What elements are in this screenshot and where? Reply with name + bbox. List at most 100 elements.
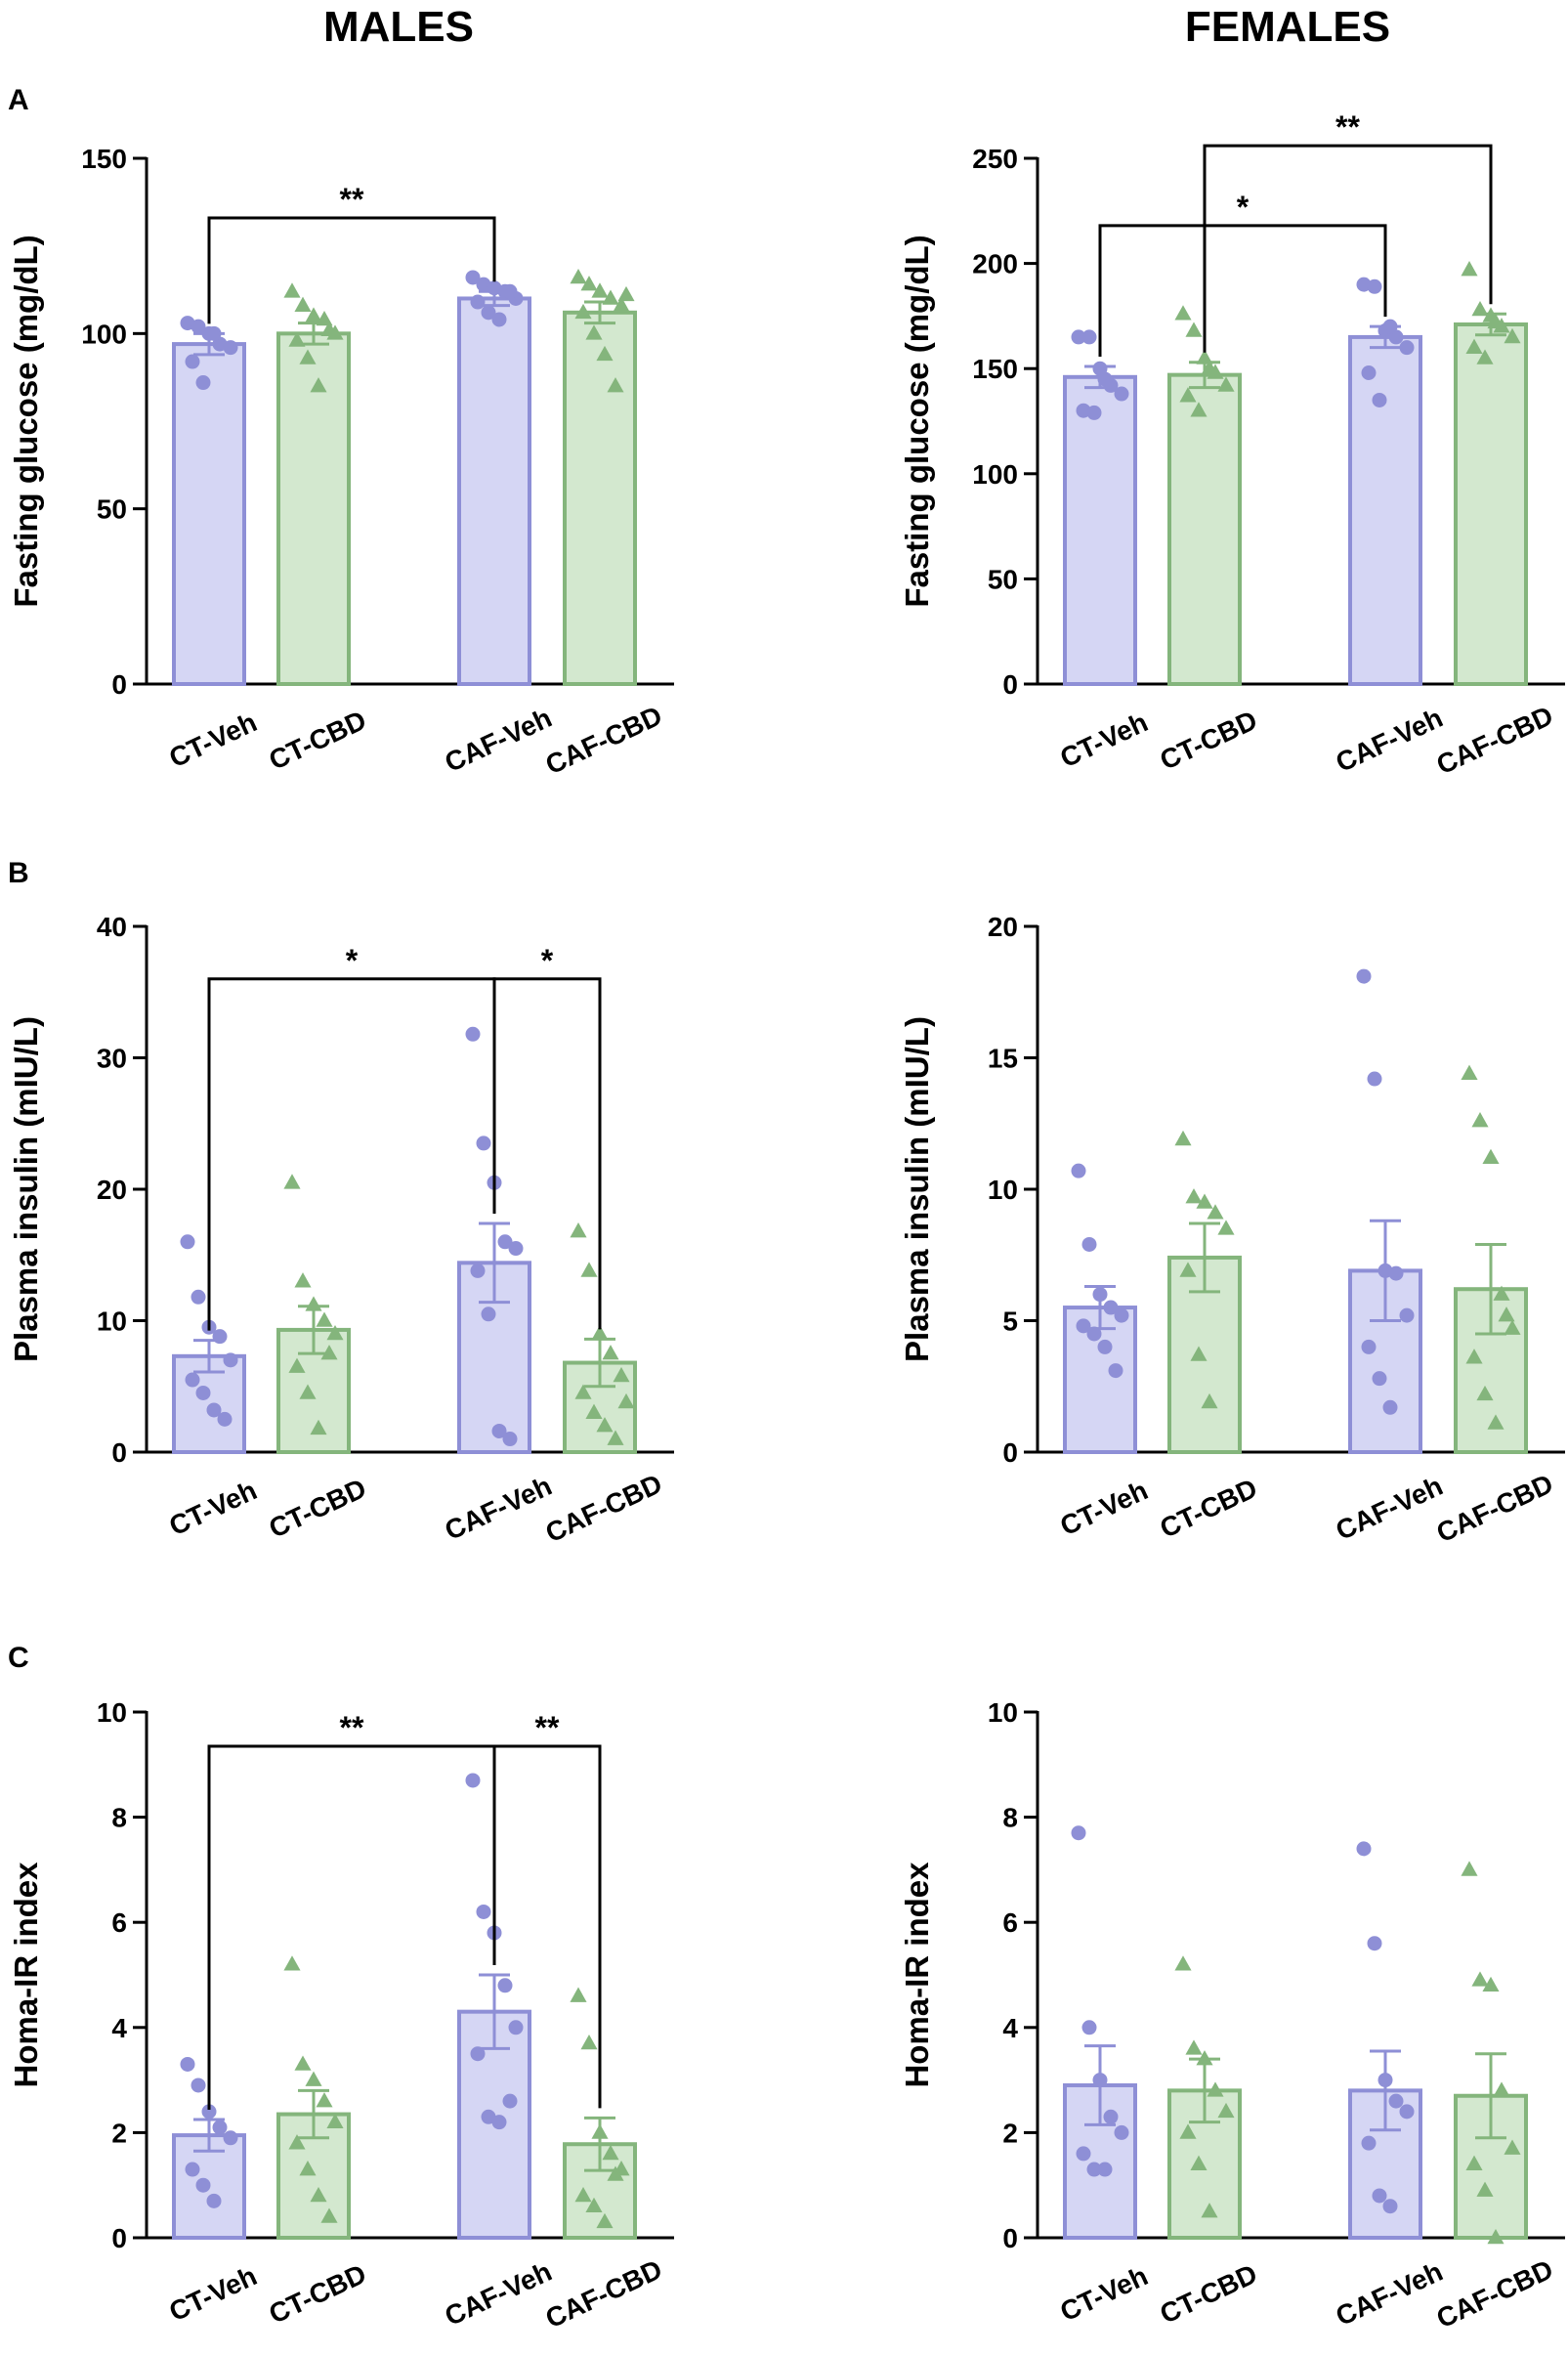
data-point	[1201, 2203, 1218, 2218]
y-axis-label: Fasting glucose (mg/dL)	[8, 235, 44, 607]
data-point	[1185, 321, 1203, 337]
data-point	[508, 1241, 524, 1257]
data-point	[508, 2020, 524, 2035]
data-point	[1504, 1319, 1521, 1335]
x-category-label: CT-Veh	[1055, 707, 1152, 773]
data-point	[1493, 2081, 1510, 2097]
data-point	[212, 2120, 228, 2135]
data-point	[1361, 1339, 1377, 1354]
data-point	[1086, 405, 1102, 420]
data-point	[617, 285, 635, 302]
data-point	[180, 1234, 195, 1250]
bar-ct-veh	[172, 342, 246, 686]
data-point	[223, 340, 238, 356]
y-axis-label: Homa-IR index	[8, 1862, 44, 2088]
data-point	[1461, 1064, 1478, 1080]
y-tick-label: 50	[97, 494, 127, 525]
data-point	[1201, 1392, 1218, 1409]
data-point	[481, 305, 496, 321]
x-category-label: CAF-CBD	[1432, 700, 1558, 780]
data-point	[465, 1773, 481, 1788]
data-point	[570, 268, 587, 284]
data-point	[585, 324, 603, 340]
y-tick-label: 6	[1002, 1907, 1018, 1938]
data-point	[1103, 1300, 1119, 1315]
x-category-label: CAF-CBD	[541, 700, 667, 780]
data-point	[185, 2162, 200, 2177]
significance-bracket	[1203, 144, 1493, 353]
data-point	[465, 270, 481, 285]
y-tick-label: 2	[1002, 2118, 1018, 2148]
data-point	[1174, 1955, 1192, 1971]
data-point	[607, 2165, 624, 2181]
data-point	[1372, 1371, 1387, 1387]
data-point	[574, 303, 592, 320]
y-tick-label: 20	[97, 1175, 127, 1205]
significance-bracket	[492, 1744, 602, 2109]
data-point	[1388, 1265, 1404, 1281]
data-point	[326, 2113, 344, 2128]
x-category-label: CT-CBD	[265, 705, 371, 776]
panel-label-b: B	[8, 857, 29, 889]
significance-label: *	[1237, 190, 1250, 225]
data-point	[1071, 1163, 1086, 1178]
data-point	[1081, 1236, 1097, 1252]
data-point	[1382, 2199, 1398, 2214]
chart-males-fasting-glucose: 0 50 100 150 Fasting glucose (mg/dL) CT-Veh CT…	[8, 144, 674, 780]
data-point	[316, 1311, 333, 1327]
data-point	[1367, 1071, 1382, 1087]
x-category-label: CT-Veh	[1055, 2260, 1152, 2327]
data-point	[1196, 349, 1213, 364]
data-point	[470, 294, 486, 310]
data-point	[1471, 1112, 1489, 1128]
y-axis-label: Plasma insulin (mIU/L)	[899, 1016, 935, 1362]
data-point	[1461, 261, 1478, 277]
y-tick-label: 0	[111, 669, 127, 700]
y-tick-label: 8	[111, 1803, 127, 1833]
bar-caf-cbd	[563, 310, 637, 686]
data-point	[320, 321, 338, 337]
y-tick-label: 150	[972, 354, 1018, 384]
significance-bracket	[1098, 224, 1387, 358]
data-point	[481, 1307, 496, 1322]
y-tick-label: 10	[988, 1175, 1018, 1205]
y-tick-label: 10	[97, 1697, 127, 1728]
data-point	[1399, 1307, 1415, 1323]
x-category-label: CAF-CBD	[541, 2253, 667, 2334]
data-point	[1097, 2162, 1113, 2177]
data-point	[1071, 1825, 1086, 1841]
data-point	[1185, 1188, 1203, 1204]
data-point	[299, 1384, 317, 1399]
x-category-label: CAF-CBD	[1432, 1468, 1558, 1548]
chart-females-plasma-insulin: 0 5 10 15 20 Plasma insulin (mIU/L) CT-Veh CT-C…	[899, 912, 1565, 1548]
data-point	[310, 1419, 327, 1435]
data-point	[283, 282, 301, 298]
y-tick-label: 30	[97, 1044, 127, 1074]
data-point	[310, 377, 327, 393]
data-point	[1399, 340, 1415, 356]
data-point	[1382, 1399, 1398, 1415]
y-tick-label: 50	[988, 564, 1018, 594]
x-category-label: CT-CBD	[265, 2258, 371, 2330]
panel-label-c: C	[8, 1642, 29, 1674]
data-point	[1476, 2181, 1494, 2197]
data-point	[1190, 2155, 1208, 2170]
data-point	[1179, 2123, 1197, 2139]
data-point	[580, 1262, 598, 1277]
y-tick-label: 0	[1002, 2223, 1018, 2253]
data-point	[195, 375, 211, 391]
data-point	[294, 1272, 312, 1288]
significance-label: **	[535, 1710, 560, 1745]
significance-bracket	[207, 216, 496, 324]
data-point	[1399, 2104, 1415, 2120]
data-point	[580, 2034, 598, 2050]
data-point	[1361, 365, 1377, 381]
y-tick-label: 2	[111, 2118, 127, 2148]
data-point	[283, 1174, 301, 1189]
panel-label-a: A	[8, 84, 29, 116]
y-tick-label: 0	[111, 2223, 127, 2253]
data-point	[491, 2115, 507, 2130]
data-point	[1108, 1363, 1123, 1379]
data-point	[1465, 338, 1483, 354]
data-point	[1367, 278, 1382, 294]
